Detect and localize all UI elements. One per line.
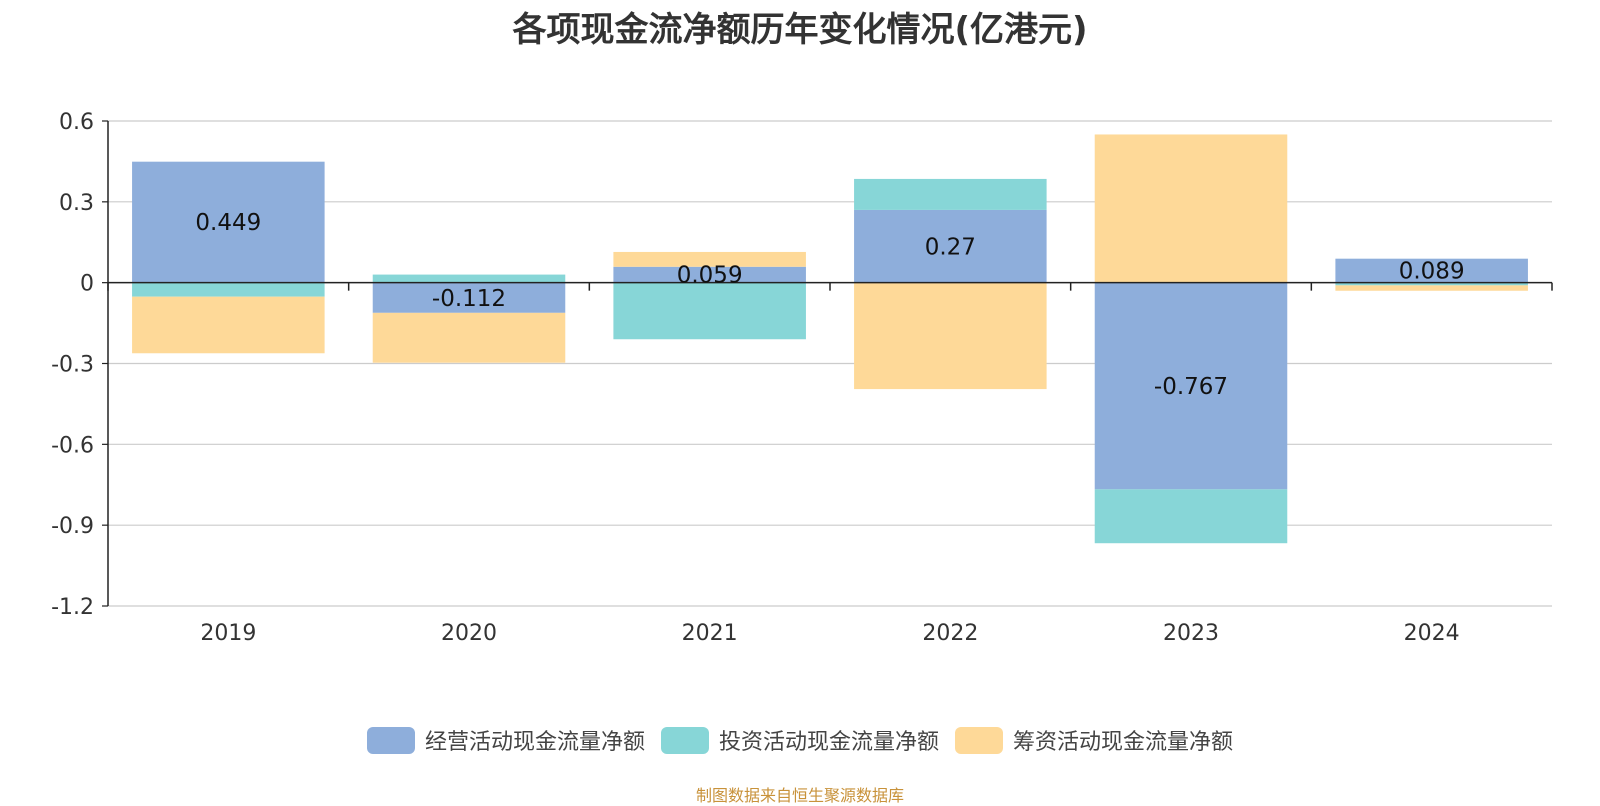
legend-label-financing: 筹资活动现金流量净额 xyxy=(1013,730,1234,755)
data-label-2021: 0.059 xyxy=(677,263,743,289)
data-label-2020: -0.112 xyxy=(432,286,506,312)
bar-investing-2023[interactable] xyxy=(1094,489,1288,544)
bar-operating-2022[interactable] xyxy=(854,209,1047,283)
bar-financing-2022[interactable] xyxy=(854,282,1047,390)
bar-financing-2023[interactable] xyxy=(1094,134,1288,283)
legend-item-financing[interactable]: 筹资活动现金流量净额 xyxy=(955,724,1233,756)
data-label-2024: 0.089 xyxy=(1399,259,1465,285)
y-tick-label-4: -0.6 xyxy=(51,433,94,458)
bar-operating-2020[interactable] xyxy=(372,282,566,313)
legend-label-investing: 投资活动现金流量净额 xyxy=(718,730,939,755)
y-tick-label-1: 0.3 xyxy=(59,191,94,216)
bar-financing-2021[interactable] xyxy=(613,251,806,267)
bar-investing-2022[interactable] xyxy=(854,178,1047,210)
data-labels: 0.449 -0.112 0.059 0.27 -0.767 0.089 xyxy=(195,210,1464,400)
data-label-2022: 0.27 xyxy=(925,234,976,260)
chart-title: 各项现金流净额历年变化情况(亿港元) xyxy=(512,10,1088,50)
bar-operating-2024[interactable] xyxy=(1335,258,1528,283)
x-tick-label-2024: 2024 xyxy=(1404,621,1460,646)
bar-operating-2023[interactable] xyxy=(1094,282,1288,490)
bar-investing-2021[interactable] xyxy=(613,282,806,340)
x-tick-label-2023: 2023 xyxy=(1163,621,1219,646)
y-tick-label-2: 0 xyxy=(80,272,94,297)
y-tick-label-0: 0.6 xyxy=(59,110,94,135)
y-tick-label-3: -0.3 xyxy=(51,353,94,378)
bar-investing-2024[interactable] xyxy=(1335,282,1528,286)
bars xyxy=(132,134,1528,544)
bar-operating-2021[interactable] xyxy=(613,266,806,283)
legend-swatch-operating xyxy=(366,726,415,754)
legend-swatch-investing xyxy=(660,726,709,754)
bar-financing-2020[interactable] xyxy=(372,312,566,363)
legend-swatch-financing xyxy=(955,726,1003,754)
data-label-2023: -0.767 xyxy=(1154,374,1228,400)
legend-item-investing[interactable]: 投资活动现金流量净额 xyxy=(660,724,939,756)
source-note: 制图数据来自恒生聚源数据库 xyxy=(695,786,904,805)
axes: 0.6 0.3 0 -0.3 -0.6 -0.9 -1.2 2019 2020 2021 2022 2… xyxy=(51,110,1553,646)
bar-investing-2020[interactable] xyxy=(372,274,566,283)
bar-financing-2019[interactable] xyxy=(132,296,325,354)
data-label-2019: 0.449 xyxy=(195,210,261,236)
x-tick-label-2019: 2019 xyxy=(200,621,256,646)
legend: 经营活动现金流量净额 投资活动现金流量净额 筹资活动现金流量净额 xyxy=(0,722,1600,758)
legend-item-operating[interactable]: 经营活动现金流量净额 xyxy=(366,724,645,756)
x-tick-label-2021: 2021 xyxy=(682,621,738,646)
y-tick-label-5: -0.9 xyxy=(51,514,94,539)
y-tick-label-6: -1.2 xyxy=(51,595,94,620)
x-tick-label-2022: 2022 xyxy=(922,621,978,646)
bar-operating-2019[interactable] xyxy=(132,161,325,283)
bar-investing-2019[interactable] xyxy=(132,282,325,297)
bar-financing-2024[interactable] xyxy=(1335,285,1528,291)
x-tick-label-2020: 2020 xyxy=(441,621,497,646)
legend-label-operating: 经营活动现金流量净额 xyxy=(424,730,645,755)
